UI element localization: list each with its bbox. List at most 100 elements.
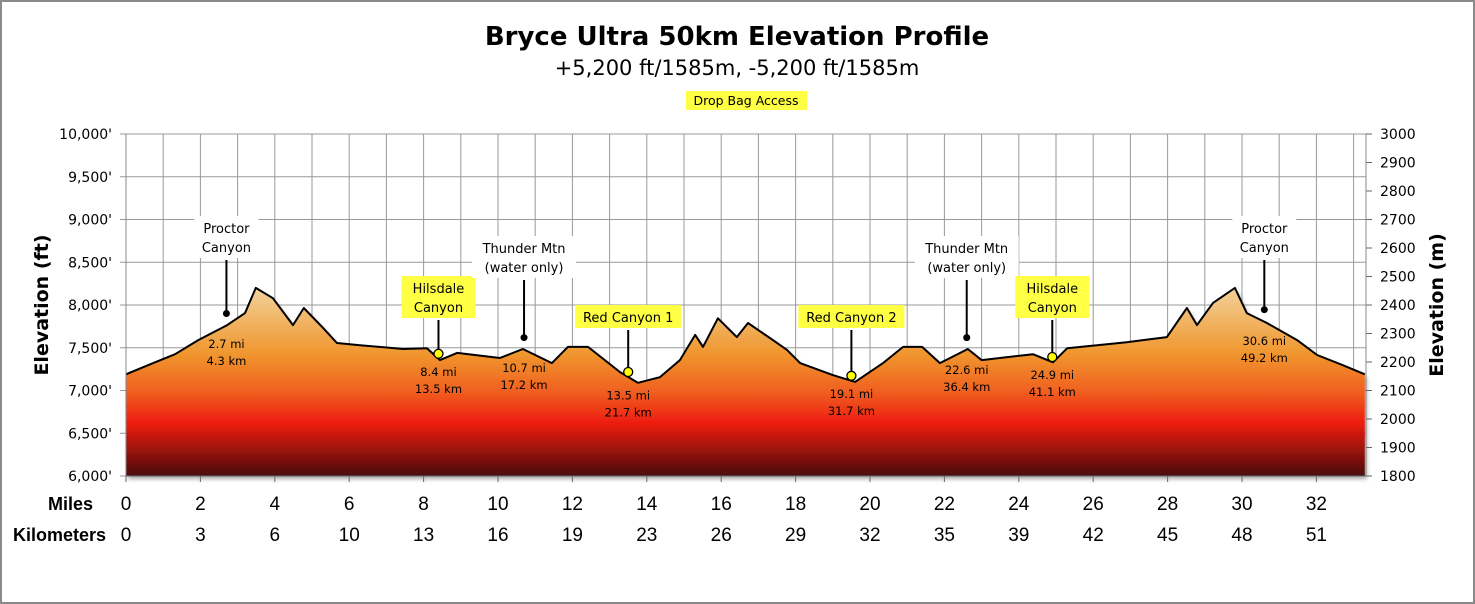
aid-station-dot-icon bbox=[1260, 306, 1268, 314]
y-tick-label-right: 2700 bbox=[1380, 213, 1416, 229]
marker-name: Thunder Mtn bbox=[924, 242, 1008, 257]
x-tick-label: 24 bbox=[1008, 494, 1030, 515]
y-tick-label-right: 2300 bbox=[1380, 327, 1416, 343]
label-background bbox=[194, 216, 259, 258]
marker-name: Red Canyon 2 bbox=[806, 311, 896, 326]
marker-proctor-canyon: Proctor Canyon 2.7 mi 4.3 km bbox=[194, 216, 259, 368]
marker-mile-label: 13.5 mi bbox=[606, 388, 650, 402]
marker-km-label: 17.2 km bbox=[500, 378, 547, 392]
aid-station-dot-icon bbox=[963, 334, 971, 342]
marker-hilsdale-canyon: Hilsdale Canyon 8.4 mi 13.5 km bbox=[401, 276, 476, 396]
marker-name: Red Canyon 1 bbox=[583, 311, 673, 326]
x-tick-label: 16 bbox=[711, 494, 732, 515]
drop-bag-dot-icon bbox=[623, 366, 634, 378]
marker-red-canyon-1: Red Canyon 1 13.5 mi 21.7 km bbox=[575, 305, 682, 419]
marker-red-canyon-2: Red Canyon 2 19.1 mi 31.7 km bbox=[798, 305, 905, 418]
x-tick-label: 48 bbox=[1231, 525, 1252, 546]
y-axis-right-label: Elevation (m) bbox=[1426, 233, 1448, 377]
x-tick-label: 13 bbox=[413, 525, 434, 546]
marker-name: Proctor bbox=[1241, 222, 1288, 237]
y-tick-label-left: 9,500' bbox=[68, 170, 112, 186]
x-tick-label: 4 bbox=[270, 494, 281, 515]
marker-name: Canyon bbox=[202, 241, 251, 256]
marker-mile-label: 19.1 mi bbox=[830, 387, 874, 401]
drop-bag-dot-icon bbox=[433, 348, 444, 359]
marker-name: Hilsdale bbox=[1026, 282, 1078, 297]
profile-fill bbox=[126, 287, 1365, 476]
markers: Proctor Canyon 2.7 mi 4.3 km Hilsdale Canyon 8… bbox=[194, 216, 1297, 419]
y-tick-label-left: 7,000' bbox=[68, 384, 112, 400]
marker-name: Proctor bbox=[203, 222, 250, 237]
aid-station-dot-icon bbox=[222, 309, 230, 317]
y-tick-label-left: 8,000' bbox=[68, 298, 112, 314]
y-tick-label-left: 7,500' bbox=[68, 341, 112, 357]
x-tick-label: 28 bbox=[1157, 494, 1178, 515]
x-tick-label: 18 bbox=[785, 494, 806, 515]
x-tick-label: 51 bbox=[1306, 525, 1327, 546]
marker-thunder-mtn: Thunder Mtn (water only) 22.6 mi 36.4 km bbox=[914, 236, 1019, 394]
marker-km-label: 21.7 km bbox=[605, 405, 652, 419]
marker-name: Hilsdale bbox=[413, 282, 465, 297]
y-tick-label-left: 6,500' bbox=[68, 426, 112, 442]
marker-name: Canyon bbox=[414, 301, 463, 316]
x-row-label: Miles bbox=[48, 494, 93, 514]
marker-hilsdale-canyon: Hilsdale Canyon 24.9 mi 41.1 km bbox=[1015, 276, 1090, 399]
x-tick-label: 16 bbox=[487, 525, 508, 546]
y-tick-label-right: 2500 bbox=[1380, 270, 1416, 286]
x-tick-label: 32 bbox=[859, 525, 880, 546]
x-tick-label: 3 bbox=[195, 525, 206, 546]
x-tick-label: 14 bbox=[636, 494, 658, 515]
x-tick-label: 35 bbox=[934, 525, 955, 546]
x-tick-label: 6 bbox=[270, 525, 281, 546]
y-axis-left-label: Elevation (ft) bbox=[31, 234, 53, 375]
x-tick-label: 0 bbox=[121, 525, 132, 546]
marker-name: Canyon bbox=[1240, 241, 1289, 256]
chart-title: Bryce Ultra 50km Elevation Profile bbox=[485, 22, 989, 52]
marker-km-label: 49.2 km bbox=[1241, 351, 1288, 365]
x-tick-label: 26 bbox=[1083, 494, 1104, 515]
marker-name: (water only) bbox=[485, 261, 564, 276]
x-tick-label: 12 bbox=[562, 494, 583, 515]
y-tick-label-left: 10,000' bbox=[59, 127, 112, 143]
axes: 6,000' 6,500' 7,000' 7,500' 8,000' 8,500' 9,00… bbox=[13, 127, 1416, 546]
x-tick-label: 29 bbox=[785, 525, 806, 546]
marker-name: Canyon bbox=[1028, 301, 1077, 316]
y-tick-label-right: 2900 bbox=[1380, 156, 1416, 172]
y-tick-label-left: 8,500' bbox=[68, 255, 112, 271]
x-tick-label: 42 bbox=[1083, 525, 1104, 546]
marker-proctor-canyon: Proctor Canyon 30.6 mi 49.2 km bbox=[1232, 216, 1297, 365]
drop-bag-highlight bbox=[1015, 276, 1090, 318]
profile-area bbox=[125, 286, 1366, 476]
drop-bag-dot-icon bbox=[1047, 351, 1058, 363]
y-tick-label-right: 2800 bbox=[1380, 184, 1416, 200]
chart-subtitle: +5,200 ft/1585m, -5,200 ft/1585m bbox=[555, 56, 920, 80]
marker-km-label: 4.3 km bbox=[207, 354, 247, 368]
y-tick-label-left: 6,000' bbox=[68, 469, 112, 485]
marker-mile-label: 10.7 mi bbox=[502, 361, 546, 375]
legend-swatch bbox=[686, 91, 807, 110]
y-tick-label-left: 9,000' bbox=[68, 213, 112, 229]
x-tick-label: 0 bbox=[121, 494, 132, 515]
x-tick-label: 10 bbox=[487, 494, 508, 515]
marker-km-label: 31.7 km bbox=[828, 404, 875, 418]
y-tick-label-right: 2200 bbox=[1380, 355, 1416, 371]
drop-bag-highlight bbox=[798, 305, 905, 328]
x-tick-label: 26 bbox=[711, 525, 732, 546]
marker-mile-label: 24.9 mi bbox=[1030, 368, 1074, 382]
label-background bbox=[1232, 216, 1297, 258]
marker-km-label: 41.1 km bbox=[1029, 385, 1076, 399]
y-tick-label-right: 1900 bbox=[1380, 441, 1416, 457]
y-tick-label-right: 1800 bbox=[1380, 469, 1416, 485]
profile-line bbox=[125, 286, 1366, 384]
x-tick-label: 2 bbox=[195, 494, 206, 515]
x-tick-label: 19 bbox=[562, 525, 583, 546]
label-background bbox=[914, 236, 1019, 278]
x-tick-label: 32 bbox=[1306, 494, 1327, 515]
marker-name: Thunder Mtn bbox=[482, 242, 566, 257]
y-tick-label-right: 2400 bbox=[1380, 298, 1416, 314]
x-tick-label: 20 bbox=[859, 494, 880, 515]
x-tick-label: 30 bbox=[1231, 494, 1252, 515]
x-tick-label: 8 bbox=[418, 494, 429, 515]
marker-name: (water only) bbox=[927, 261, 1006, 276]
